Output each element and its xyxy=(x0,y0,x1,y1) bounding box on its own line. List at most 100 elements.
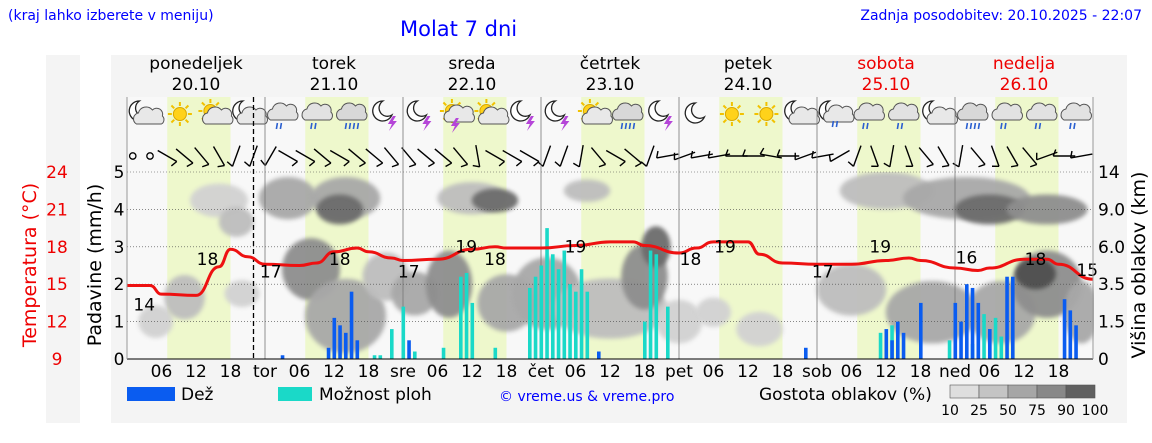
wind-barb-icon xyxy=(640,145,655,167)
cloud-shape xyxy=(1026,102,1058,121)
wind-barb-staff xyxy=(194,147,210,165)
wind-barb-feather xyxy=(1029,163,1038,168)
wind-barb-staff xyxy=(231,145,241,167)
wind-barb-feather xyxy=(828,154,832,162)
sun-ray xyxy=(170,104,175,110)
moon-shape xyxy=(406,100,428,122)
lightning-bolt xyxy=(663,116,673,131)
wind-barb-feather xyxy=(941,164,950,168)
wind-barb-staff xyxy=(475,145,481,167)
showers-bar xyxy=(556,269,561,359)
x-hour-label: 18 xyxy=(496,362,518,382)
cloud-blob xyxy=(885,281,979,344)
wind-barb-staff xyxy=(578,145,584,167)
wind-barb-icon xyxy=(278,149,298,167)
day-date: 22.10 xyxy=(448,75,497,95)
wind-barb-staff xyxy=(519,149,540,163)
day-date: 20.10 xyxy=(172,75,221,95)
wind-barb-staff xyxy=(157,149,178,163)
showers-bar xyxy=(401,306,406,359)
rain-drop xyxy=(896,122,900,130)
cloud-blob xyxy=(316,194,363,225)
showers-bar xyxy=(654,254,659,359)
cloud-blob xyxy=(305,278,386,354)
wind-barb-staff xyxy=(760,153,782,159)
sun-icon xyxy=(167,102,192,126)
wind-barb-feather xyxy=(776,149,781,157)
wind-barb-feather xyxy=(226,161,233,167)
sun-cloud-icon xyxy=(474,99,510,125)
day-name: četrtek xyxy=(580,54,641,74)
cloud-density-swatch xyxy=(1036,384,1067,399)
cloud-shape xyxy=(301,102,333,121)
wind-barb-feather xyxy=(498,160,505,167)
rain-bar xyxy=(953,302,958,359)
rain-bar xyxy=(338,325,342,359)
rain-bar xyxy=(970,287,975,359)
wind-barb-staff xyxy=(485,149,505,163)
temperature-label: 15 xyxy=(1076,261,1098,281)
cloud-blob xyxy=(1015,258,1056,290)
rain-drop xyxy=(628,122,632,130)
rain-bar xyxy=(355,340,360,359)
wind-barb-feather xyxy=(1069,150,1073,159)
legend-cloud-density-label: Gostota oblakov (%) xyxy=(759,385,932,405)
x-hour-label: 18 xyxy=(358,362,380,382)
wind-row xyxy=(128,145,1093,168)
cloud-blob xyxy=(259,176,317,220)
wind-barb-staff xyxy=(958,145,964,167)
wind-barb-icon xyxy=(624,148,642,168)
showers-bar xyxy=(568,284,572,359)
wind-barb-icon xyxy=(828,149,850,163)
cloud-shape xyxy=(926,106,958,125)
rain-bar xyxy=(1074,325,1078,359)
wind-barb-staff xyxy=(970,147,986,165)
wind-barb-icon xyxy=(554,145,569,167)
precipitation-bars xyxy=(280,228,1078,359)
wind-barb-staff xyxy=(918,147,934,165)
moon-shape xyxy=(510,100,532,122)
wind-barb-feather xyxy=(537,161,544,167)
cloud-tick-label: 9.0 xyxy=(1098,200,1125,220)
rain-drop xyxy=(275,122,279,130)
cloud-rain-icon xyxy=(301,102,333,130)
wind-barb-staff xyxy=(434,148,453,164)
wind-barb-staff xyxy=(889,145,895,167)
precip-tick-label: 2 xyxy=(114,275,125,295)
sun-ray xyxy=(771,104,776,110)
temperature-label: 14 xyxy=(133,296,155,316)
rain-bar xyxy=(597,351,601,359)
showers-bar xyxy=(441,347,446,359)
cloud-heavy-rain-icon xyxy=(957,102,989,130)
rain-drop xyxy=(620,122,624,130)
wind-barb-icon xyxy=(226,145,241,167)
day-date: 21.10 xyxy=(310,75,359,95)
moon-storm-icon xyxy=(372,100,397,131)
moon-cloud-icon xyxy=(922,100,958,125)
moon-shape xyxy=(544,100,566,122)
wind-barb-staff xyxy=(329,149,350,163)
wind-barb-icon xyxy=(194,147,210,168)
wind-barb-icon xyxy=(1006,146,1019,168)
wind-barb-icon xyxy=(212,146,226,168)
wind-barb-feather xyxy=(634,162,642,168)
location-hint[interactable]: (kraj lahko izberete v meniju) xyxy=(8,8,214,24)
wind-barb-staff xyxy=(502,149,523,163)
temperature-label: 18 xyxy=(1025,250,1047,270)
wind-barb-feather xyxy=(408,163,417,168)
moon-icon xyxy=(684,102,706,124)
showers-bar xyxy=(390,329,394,359)
cloud-shape xyxy=(443,104,475,123)
wind-barb-staff xyxy=(313,148,332,164)
wind-barb-feather xyxy=(1010,164,1019,168)
wind-barb-feather xyxy=(759,147,765,155)
sun-ray xyxy=(215,101,220,107)
wind-barb-feather xyxy=(598,163,606,168)
sun-ray xyxy=(722,118,727,124)
cloud-blob xyxy=(138,305,174,338)
rain-drop xyxy=(1038,122,1042,130)
wind-barb-icon xyxy=(502,149,523,167)
wind-barb-icon xyxy=(157,149,178,167)
sun-storm-icon xyxy=(439,99,475,133)
wind-barb-staff xyxy=(870,145,879,167)
